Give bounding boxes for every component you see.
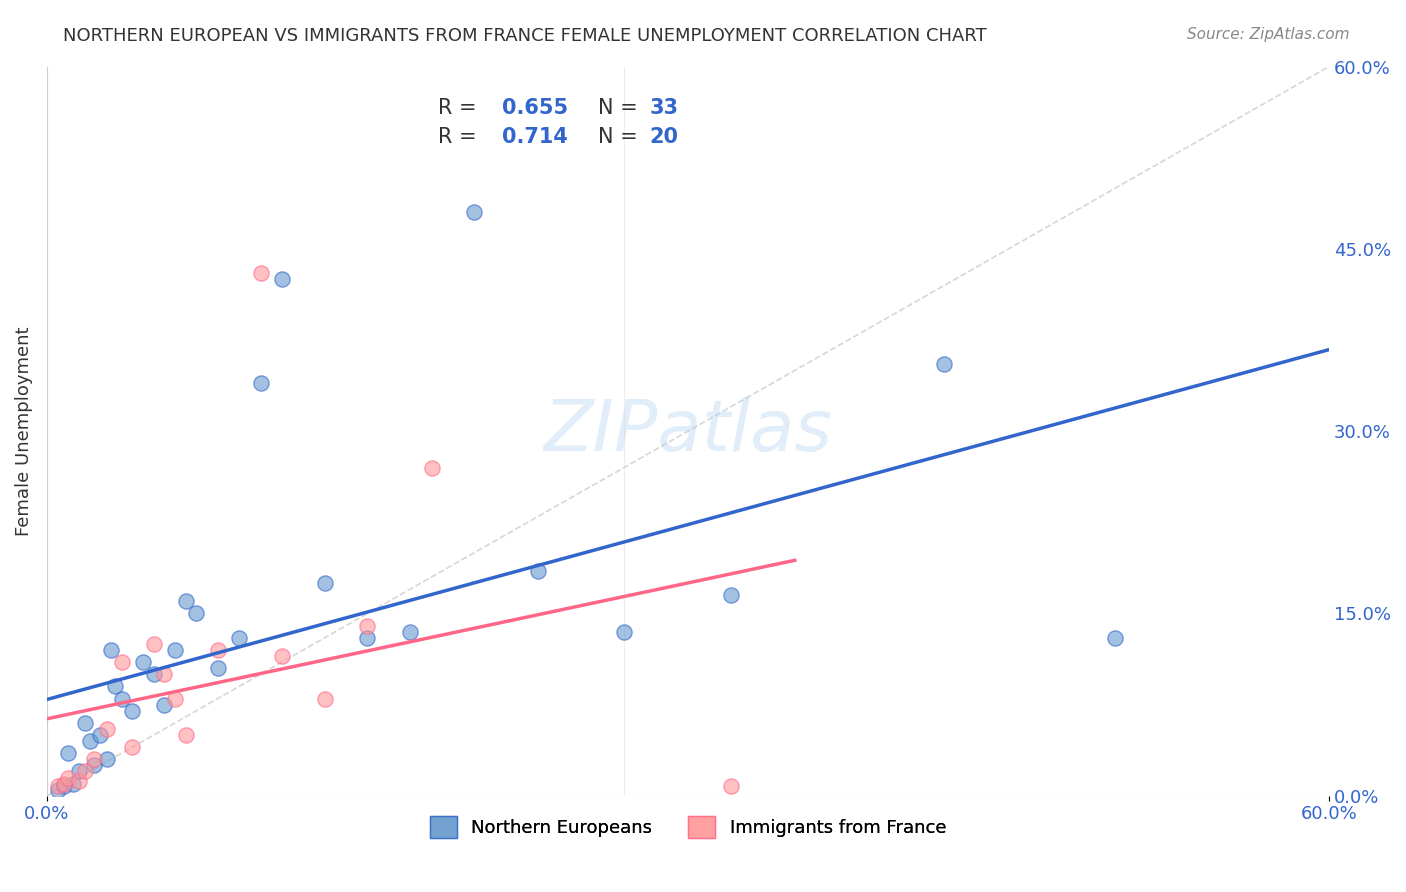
Point — [79, 734, 101, 748]
Text: 20: 20 — [650, 128, 679, 147]
Point — [207, 661, 229, 675]
Point — [174, 594, 197, 608]
Point — [174, 728, 197, 742]
Point — [89, 728, 111, 742]
Text: R =: R = — [437, 98, 484, 118]
Text: NORTHERN EUROPEAN VS IMMIGRANTS FROM FRANCE FEMALE UNEMPLOYMENT CORRELATION CHAR: NORTHERN EUROPEAN VS IMMIGRANTS FROM FRA… — [63, 27, 987, 45]
Text: R =: R = — [437, 128, 484, 147]
Point — [132, 655, 155, 669]
Point — [62, 776, 84, 790]
Text: Source: ZipAtlas.com: Source: ZipAtlas.com — [1187, 27, 1350, 42]
Point — [100, 643, 122, 657]
Point — [46, 779, 69, 793]
Point — [314, 691, 336, 706]
Text: 0.714: 0.714 — [502, 128, 568, 147]
Point — [356, 618, 378, 632]
Point — [463, 205, 485, 219]
Point — [111, 655, 134, 669]
Point — [613, 624, 636, 639]
Point — [527, 564, 550, 578]
Y-axis label: Female Unemployment: Female Unemployment — [15, 326, 32, 536]
Point — [186, 607, 208, 621]
Point — [1104, 631, 1126, 645]
Point — [83, 758, 105, 772]
Point — [58, 746, 80, 760]
Point — [934, 357, 956, 371]
Text: N =: N = — [598, 98, 644, 118]
Point — [75, 715, 97, 730]
Point — [104, 679, 127, 693]
Point — [53, 779, 76, 793]
Point — [142, 637, 165, 651]
Point — [83, 752, 105, 766]
Point — [314, 576, 336, 591]
Text: 33: 33 — [650, 98, 679, 118]
Text: ZIPatlas: ZIPatlas — [544, 397, 832, 466]
Point — [271, 272, 294, 286]
Point — [96, 752, 118, 766]
Point — [75, 764, 97, 779]
Text: N =: N = — [598, 128, 644, 147]
Point — [46, 782, 69, 797]
Point — [67, 764, 90, 779]
Point — [356, 631, 378, 645]
Point — [153, 698, 176, 712]
Point — [165, 643, 187, 657]
Point — [228, 631, 250, 645]
Point — [165, 691, 187, 706]
Point — [111, 691, 134, 706]
Point — [96, 722, 118, 736]
Point — [720, 779, 742, 793]
Text: 0.655: 0.655 — [502, 98, 568, 118]
Point — [142, 667, 165, 681]
Point — [271, 648, 294, 663]
Point — [249, 266, 271, 280]
Point — [67, 774, 90, 789]
Legend: Northern Europeans, Immigrants from France: Northern Europeans, Immigrants from Fran… — [422, 808, 953, 845]
Point — [207, 643, 229, 657]
Point — [53, 776, 76, 790]
Point — [153, 667, 176, 681]
Point — [121, 740, 143, 755]
Point — [720, 588, 742, 602]
Point — [420, 460, 443, 475]
Point — [121, 704, 143, 718]
Point — [58, 771, 80, 785]
Point — [399, 624, 422, 639]
Point — [249, 376, 271, 390]
